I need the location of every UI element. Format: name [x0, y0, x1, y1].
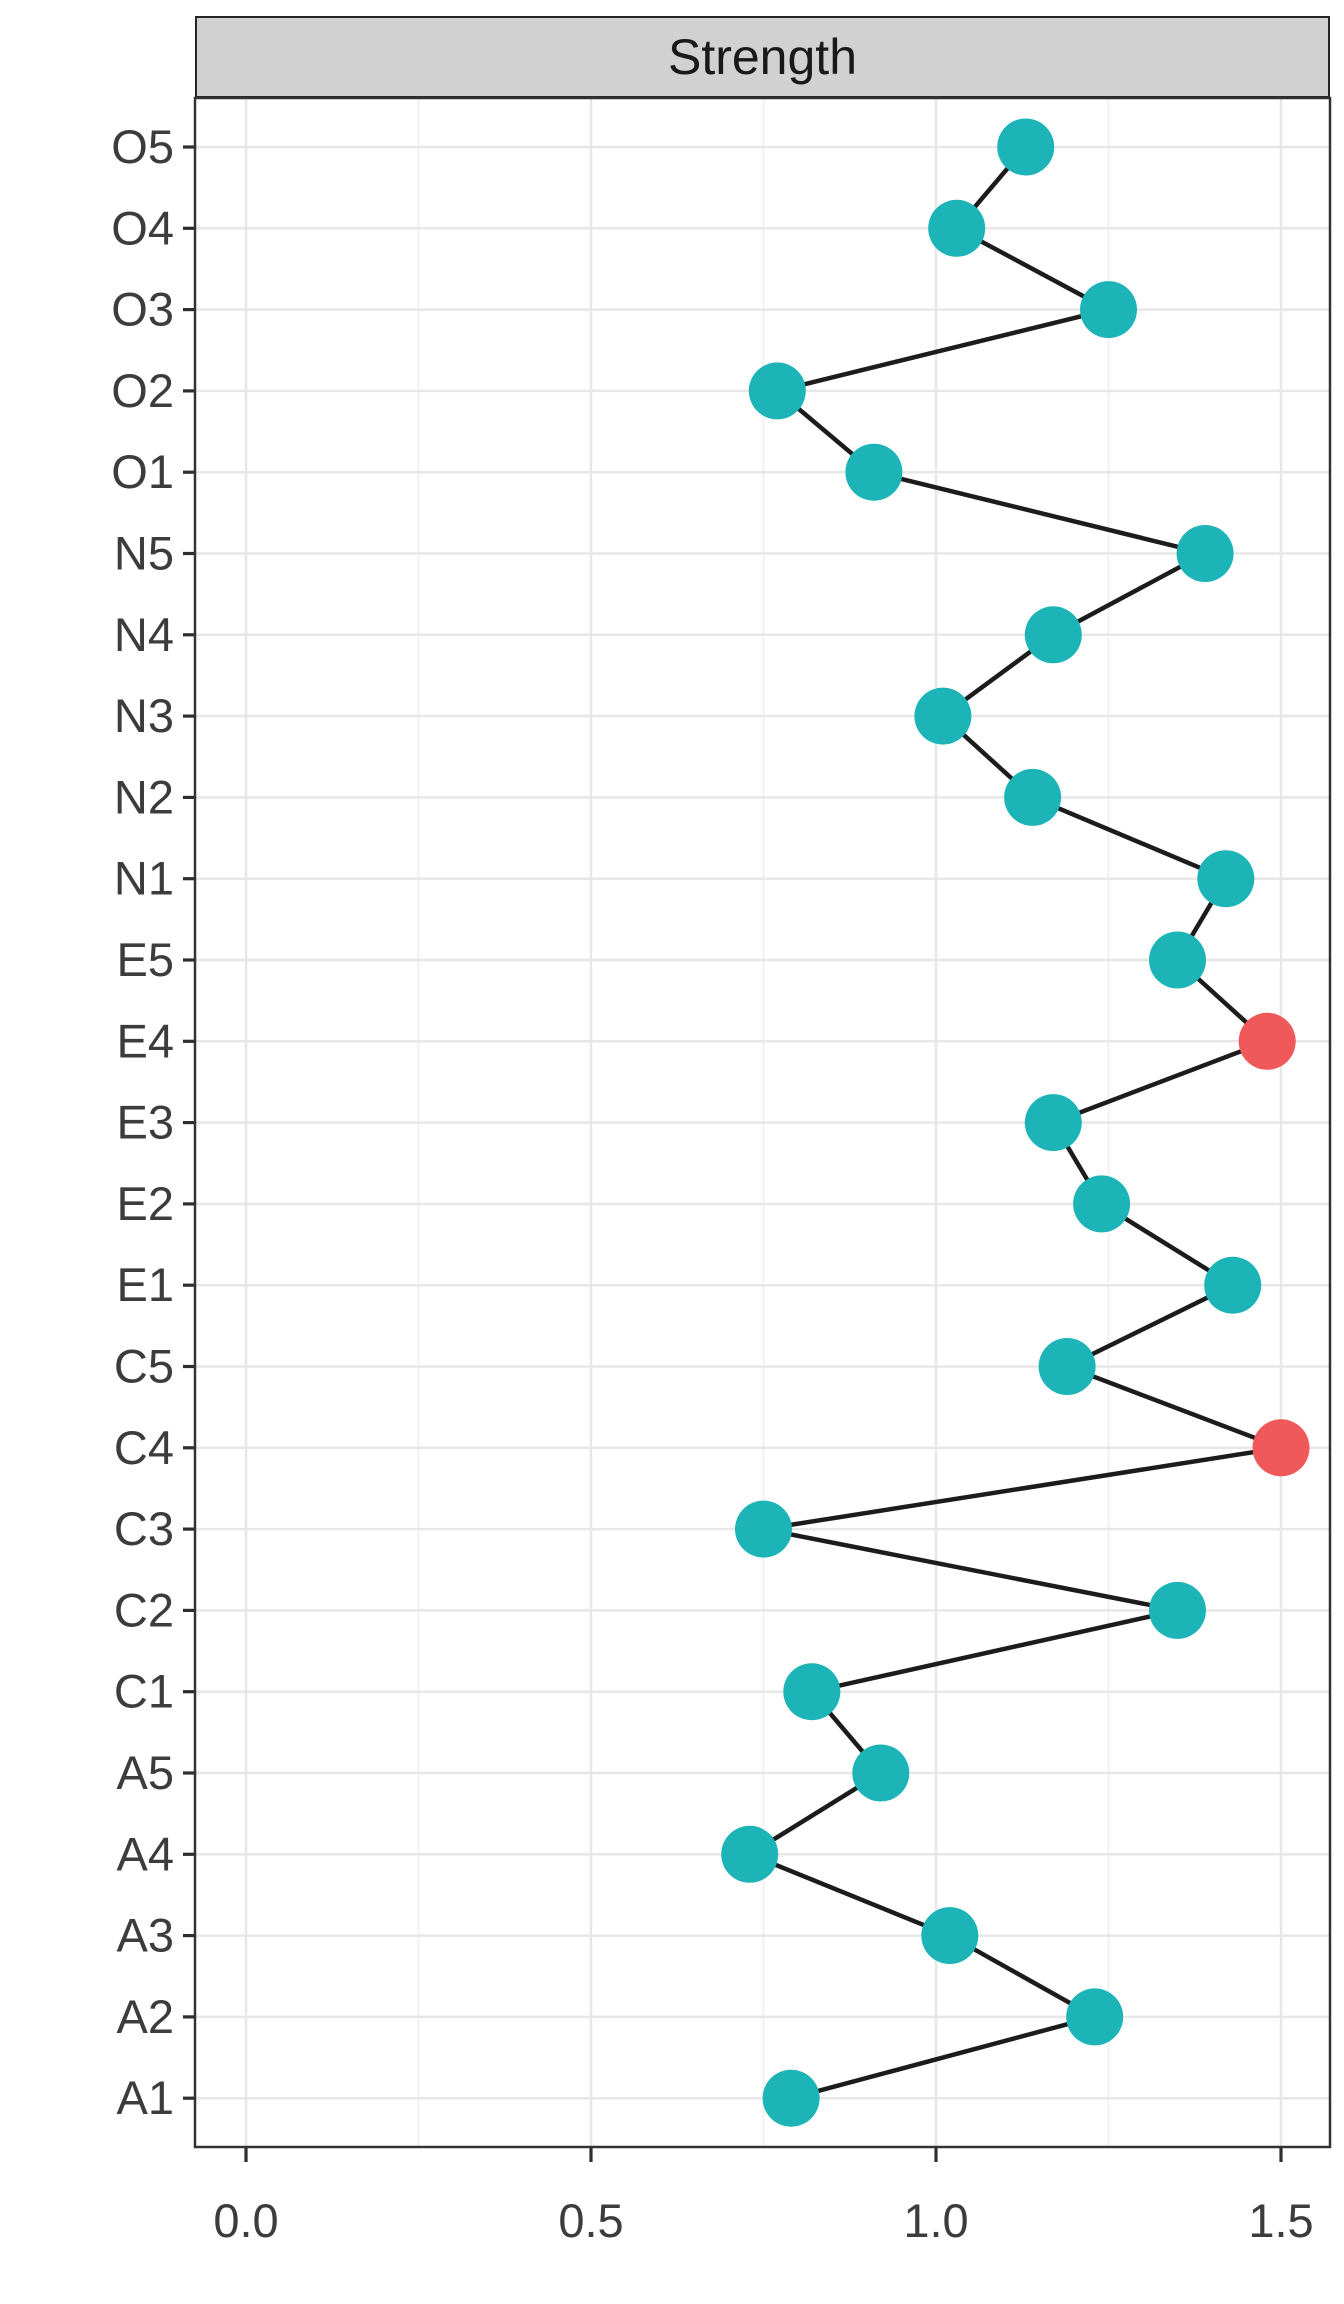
y-axis-label: C5: [114, 1340, 174, 1393]
data-point-a4: [721, 1825, 779, 1883]
data-point-a1: [762, 2069, 820, 2127]
data-point-o4: [928, 199, 986, 257]
data-point-e2: [1073, 1175, 1131, 1233]
y-axis-label: A2: [117, 1990, 175, 2043]
data-point-a3: [921, 1907, 979, 1965]
y-axis-label: E1: [117, 1258, 175, 1311]
data-point-c1: [783, 1663, 841, 1721]
y-axis-label: A1: [117, 2071, 175, 2124]
y-axis-label: N1: [114, 852, 174, 905]
x-axis-label: 0.0: [213, 2194, 278, 2247]
y-axis-label: E4: [117, 1014, 175, 1067]
y-axis-label: N2: [114, 770, 174, 823]
data-point-e4-highlighted: [1238, 1012, 1296, 1070]
x-axis-label: 1.0: [903, 2194, 968, 2247]
y-axis-label: O4: [111, 201, 174, 254]
y-axis-label: N4: [114, 608, 174, 661]
data-point-n5: [1176, 525, 1234, 582]
y-axis-label: O5: [111, 120, 174, 173]
data-point-c4-highlighted: [1252, 1419, 1310, 1477]
data-point-e1: [1204, 1256, 1262, 1314]
data-point-o5: [997, 118, 1055, 176]
y-axis-label: N3: [114, 689, 174, 742]
data-point-n1: [1197, 850, 1255, 908]
x-axis-label: 1.5: [1248, 2194, 1313, 2247]
data-point-n4: [1024, 606, 1082, 664]
y-axis-label: O3: [111, 283, 174, 336]
x-axis-label: 0.5: [558, 2194, 623, 2247]
data-point-a2: [1066, 1988, 1124, 2046]
data-point-c2: [1149, 1581, 1206, 1639]
data-point-e5: [1149, 931, 1206, 989]
y-axis-label: C1: [114, 1665, 174, 1718]
data-point-n2: [1004, 768, 1062, 826]
y-axis-label: C2: [114, 1583, 174, 1636]
y-axis-label: E2: [117, 1177, 175, 1230]
facet-strip: Strength: [195, 16, 1330, 98]
axis-labels: 0.0 0.5 1.0 1.5 O5 O4 O3 O2 O1 N5 N4 N3 N2 N1 E5 E4 E3 E2…: [111, 120, 1313, 2247]
y-axis-label: C4: [114, 1421, 174, 1474]
y-axis-label: O1: [111, 445, 174, 498]
data-point-c5: [1038, 1338, 1096, 1395]
facet-strip-title: Strength: [667, 29, 857, 85]
data-point-o3: [1080, 281, 1137, 339]
y-axis-label: A4: [117, 1827, 175, 1880]
axis-ticks: [183, 145, 1283, 2162]
y-axis-label: A3: [117, 1909, 175, 1962]
data-point-c3: [735, 1500, 792, 1558]
y-axis-label: A5: [117, 1746, 175, 1799]
data-point-n3: [914, 687, 972, 745]
panel-border: [193, 96, 1332, 2149]
y-axis-label: E3: [117, 1096, 175, 1149]
data-point-o2: [748, 362, 806, 420]
data-points: [721, 118, 1310, 2127]
data-point-a5: [852, 1744, 910, 1802]
y-axis-label: N5: [114, 527, 174, 580]
y-axis-label: C3: [114, 1502, 174, 1555]
data-point-e3: [1024, 1094, 1082, 1152]
y-axis-label: O2: [111, 364, 174, 417]
y-axis-label: E5: [117, 933, 175, 986]
data-point-o1: [845, 443, 903, 501]
panel-border-rect: [193, 96, 1332, 2149]
